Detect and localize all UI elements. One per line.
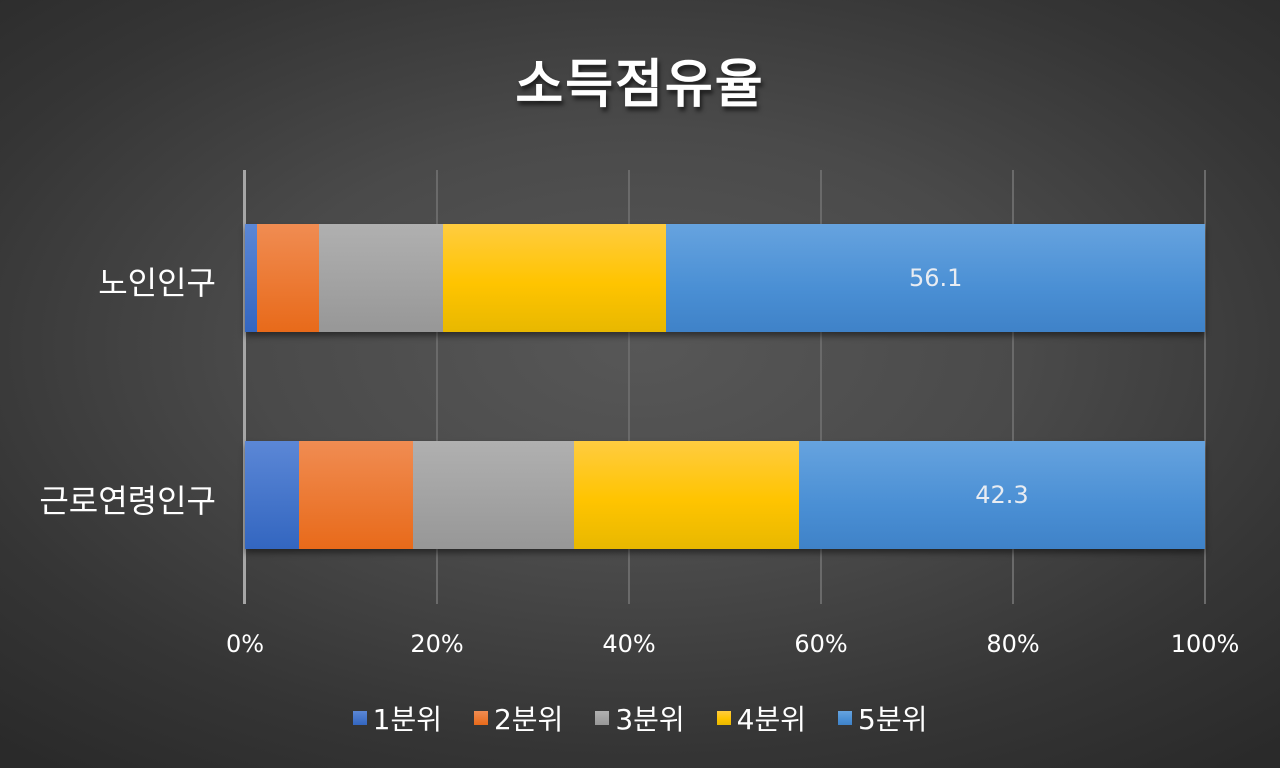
legend-swatch-icon [716,711,731,725]
category-axis-line [243,170,246,604]
data-label: 56.1 [908,264,963,292]
bar-elderly: 56.1 [245,224,1205,332]
x-tick-100: 100% [1170,630,1240,658]
data-label: 42.3 [975,481,1029,509]
legend-label: 4분위 [736,703,807,736]
legend-item-q2: 2분위 [473,698,564,738]
segment-q5: 56.1 [666,224,1205,332]
x-tick-20: 20% [410,630,464,658]
legend-swatch-icon [352,711,367,725]
gridline-100 [1204,170,1206,604]
legend-item-q1: 1분위 [352,698,442,738]
segment-q2 [298,441,413,549]
category-label-working-age: 근로연령인구 [39,482,216,520]
segment-q3 [318,224,443,332]
segment-q1 [245,441,299,549]
legend-item-q5: 5분위 [838,698,927,738]
segment-q1 [245,224,258,332]
legend-item-q3: 3분위 [595,698,685,738]
legend-label: 2분위 [493,703,564,736]
gridline-80 [1012,170,1014,604]
legend-swatch-icon [473,711,488,725]
legend-label: 1분위 [372,703,442,736]
segment-q4 [442,224,667,332]
legend-swatch-icon [838,711,853,725]
legend-label: 5분위 [858,703,928,736]
legend: 1분위 2분위 3분위 4분위 5분위 [0,698,1280,738]
segment-q5: 42.3 [798,441,1205,549]
gridline-40 [628,170,630,604]
segment-q3 [412,441,575,549]
chart-title: 소득점유율 [515,55,765,115]
x-tick-40: 40% [602,630,656,658]
legend-swatch-icon [595,711,610,725]
plot-area: 56.1 42.3 [243,170,1206,604]
legend-label: 3분위 [615,703,685,736]
segment-q4 [574,441,799,549]
legend-item-q4: 4분위 [716,698,807,738]
x-tick-0: 0% [225,630,265,658]
category-label-elderly: 노인인구 [98,264,216,302]
x-tick-60: 60% [794,630,848,658]
segment-q2 [257,224,319,332]
gridline-20 [436,170,438,604]
bar-working-age: 42.3 [245,441,1205,549]
x-tick-80: 80% [986,630,1040,658]
gridline-60 [820,170,822,604]
